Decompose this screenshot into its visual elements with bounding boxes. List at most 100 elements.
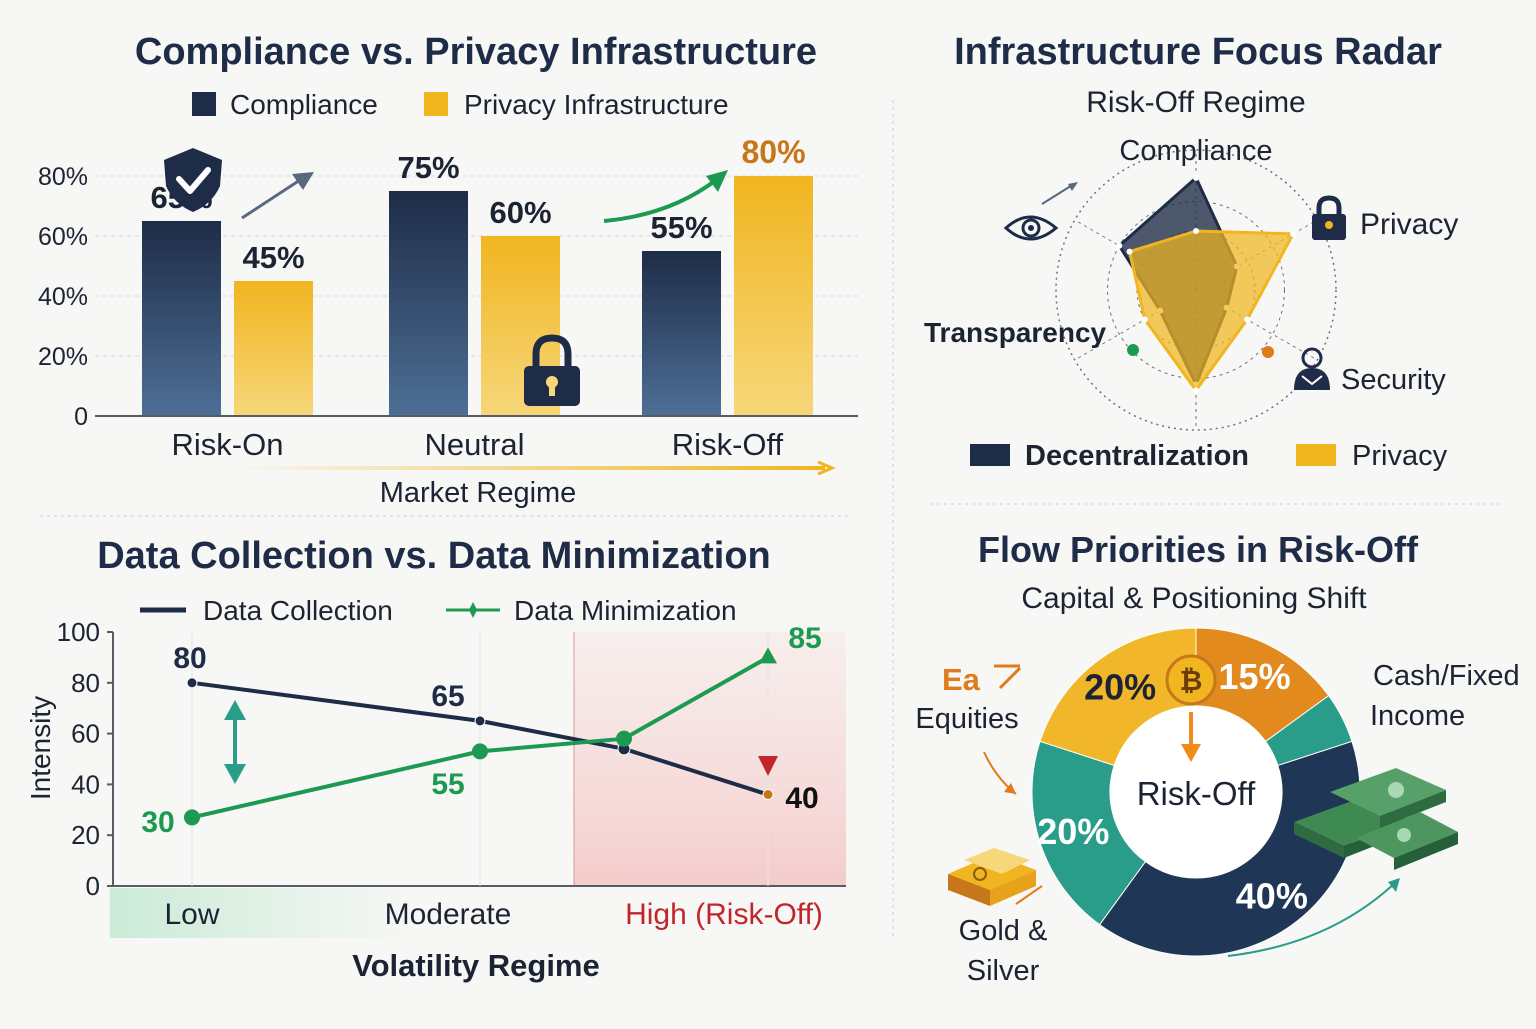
bar-chart-bars	[142, 176, 813, 416]
bar-y-tick-4: 80%	[38, 163, 88, 191]
radar-axis-label-transparency: Transparency	[924, 317, 1107, 348]
bar-chart-gridlines	[95, 175, 858, 357]
cash-stack-icon	[1294, 768, 1458, 870]
line-chart-y-ticks: 0 20 40 60 80 100	[57, 617, 113, 901]
radar-area-privacy	[1128, 229, 1295, 392]
market-regime-arrow-head	[817, 460, 836, 476]
trend-up-arrow-icon	[241, 172, 314, 220]
bar-chart-y-ticks: 0 20% 40% 60% 80%	[38, 163, 88, 431]
line-category-label-1: Moderate	[385, 898, 512, 931]
bar-y-tick-2: 40%	[38, 283, 88, 311]
radar-legend-decentralization-label: Decentralization	[1025, 440, 1249, 472]
radar-ring-0	[1055, 149, 1337, 431]
data-minimization-point-2	[616, 730, 632, 747]
line-y-tick-2: 40	[71, 769, 100, 799]
equities-pointer-arrow-head	[1004, 783, 1016, 794]
radar-axis-label-compliance: Compliance	[1119, 135, 1272, 167]
line-y-tick-1: 20	[71, 820, 100, 850]
data-collection-point-3	[762, 789, 774, 801]
data-minimization-point-0	[184, 809, 200, 826]
line-series-data-minimization	[191, 655, 769, 820]
bar-y-tick-0: 0	[74, 403, 88, 431]
line-chart-title: Data Collection vs. Data Minimization	[97, 535, 771, 577]
bar-value-label-1-2: 80%	[741, 134, 805, 170]
radar-chart-panel: Infrastructure Focus Radar Risk-Off Regi…	[924, 31, 1458, 472]
legend-data-minimization-label: Data Minimization	[514, 595, 737, 626]
market-regime-arrow	[230, 466, 825, 470]
radar-vertex-1-1	[1290, 230, 1297, 237]
donut-slice-labels: 40% 20% 20% 15%	[1037, 656, 1308, 916]
low-zone-glow	[110, 888, 410, 938]
bar-category-label-0: Risk-On	[172, 427, 284, 462]
bar-privacy-infrastructure-2	[734, 176, 813, 416]
donut-label-cash-line1: Cash/Fixed	[1373, 660, 1520, 692]
data-collection-label-0: 80	[173, 642, 206, 675]
legend-privacy-swatch	[424, 92, 448, 116]
donut-chart-title: Flow Priorities in Risk-Off	[978, 529, 1419, 570]
data-collection-label-3: 40	[785, 782, 818, 815]
donut-chart-panel: Flow Priorities in Risk-Off Capital & Po…	[915, 529, 1519, 987]
bar-chart-category-labels: Risk-On Neutral Risk-Off	[172, 427, 784, 462]
data-minimization-label-3: 85	[788, 622, 821, 655]
radar-ring-1	[1107, 201, 1285, 379]
gap-double-arrow-icon	[224, 700, 246, 784]
bitcoin-glyph: ₿	[1180, 665, 1203, 696]
radar-chart-subtitle: Risk-Off Regime	[1086, 86, 1306, 119]
line-y-tick-5: 100	[57, 617, 100, 647]
line-category-label-0: Low	[164, 898, 219, 931]
data-minimization-label-0: 30	[141, 806, 174, 839]
bar-value-label-1-1: 60%	[489, 195, 551, 230]
donut-chart-subtitle: Capital & Positioning Shift	[1021, 582, 1367, 615]
bar-y-tick-1: 20%	[38, 343, 88, 371]
line-chart-panel: Data Collection vs. Data Minimization Da…	[25, 535, 846, 983]
bar-category-label-1: Neutral	[425, 427, 525, 462]
donut-label-gold-line2: Silver	[967, 955, 1040, 987]
data-collection-label-1: 65	[431, 680, 464, 713]
donut-slice-label-1: 20%	[1037, 811, 1109, 852]
radar-axis-label-security: Security	[1341, 364, 1446, 396]
security-agent-icon	[1294, 347, 1330, 390]
radar-vertex-1-5	[1126, 248, 1133, 255]
radar-vertex-1-2	[1244, 316, 1251, 323]
bar-value-label-1-0: 45%	[242, 240, 304, 275]
gold-bar-icon	[948, 848, 1036, 906]
bar-compliance-1	[389, 191, 468, 416]
legend-data-collection-label: Data Collection	[203, 595, 393, 626]
line-category-label-2: High (Risk-Off)	[625, 898, 823, 931]
radar-legend-decentralization-swatch	[970, 444, 1010, 466]
eye-icon	[1003, 182, 1078, 241]
bar-chart-x-label: Market Regime	[380, 477, 577, 509]
legend-compliance-label: Compliance	[230, 89, 378, 120]
donut-label-gold-line1: Gold &	[959, 915, 1048, 947]
line-chart-point-labels: 80 65 40 30 55 85	[141, 622, 821, 839]
donut-hole	[1110, 706, 1282, 878]
donut-label-cash-line2: Income	[1370, 700, 1465, 732]
equities-trend-icon	[994, 664, 1022, 690]
line-chart-x-label: Volatility Regime	[352, 948, 600, 983]
data-minimization-label-1: 55	[431, 768, 464, 801]
line-y-tick-4: 80	[71, 668, 100, 698]
radar-chart-title: Infrastructure Focus Radar	[954, 31, 1442, 73]
bar-y-tick-3: 60%	[38, 223, 88, 251]
radar-legend-privacy-label: Privacy	[1352, 440, 1448, 472]
gold-pointer-arrow	[1015, 885, 1043, 905]
line-series-data-collection	[191, 680, 769, 797]
data-minimization-point-3	[759, 647, 777, 664]
bar-privacy-infrastructure-0	[234, 281, 313, 416]
data-minimization-point-1	[472, 743, 488, 760]
radar-axis-label-privacy: Privacy	[1360, 208, 1458, 241]
data-collection-point-1	[474, 715, 486, 727]
bar-compliance-2	[642, 251, 721, 416]
donut-label-equities: Equities	[915, 703, 1018, 735]
line-chart-category-labels: Low Moderate High (Risk-Off)	[164, 898, 822, 931]
bar-category-label-2: Risk-Off	[672, 427, 784, 462]
risk-off-zone-shading	[574, 632, 846, 886]
bitcoin-coin-icon: ₿	[1165, 654, 1217, 762]
flow-return-arrow-head	[1388, 878, 1400, 892]
radar-security-marker	[1262, 346, 1274, 358]
radar-vertex-1-4	[1141, 316, 1148, 323]
flow-return-arrow	[1227, 881, 1397, 957]
radar-vertex-0-5	[1116, 242, 1123, 249]
